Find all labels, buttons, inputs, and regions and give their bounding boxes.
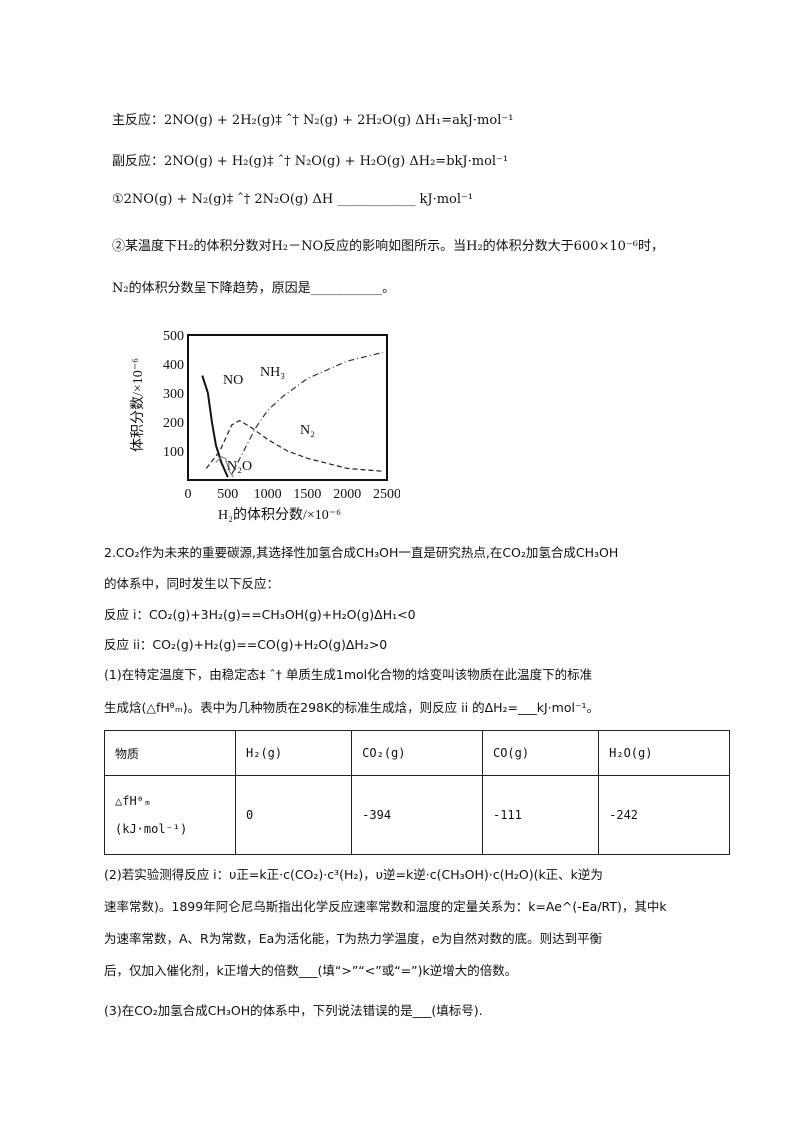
part-1: (1)在特定温度下，由稳定态‡ ˆ† 单质生成1mol化合物的焓变叫该物质在此温…: [104, 667, 593, 682]
reaction-i: 反应 i：CO₂(g)+3H₂(g)==CH₃OH(g)+H₂O(g)ΔH₁<0: [104, 607, 416, 622]
series-label: NH₃: [260, 365, 285, 380]
question-2-cont: N₂的体积分数呈下降趋势，原因是___________。: [112, 281, 396, 296]
header-cell: H₂(g): [234, 730, 353, 776]
table-header-row: 物质 H₂(g) CO₂(g) CO(g) H₂O(g): [104, 730, 730, 776]
value-cell: -394: [351, 775, 483, 855]
y-tick-label: 300: [163, 387, 184, 402]
y-tick-label: 400: [163, 358, 184, 373]
value-cell: -242: [598, 775, 730, 855]
problem-2-intro-cont: 的体系中，同时发生以下反应：: [104, 576, 280, 591]
part-2-cont-2: 为速率常数，A、R为常数，Ea为活化能，T为热力学温度，e为自然对数的底。则达到…: [104, 931, 603, 946]
x-tick-label: 1000: [254, 487, 282, 502]
part-3: (3)在CO₂加氢合成CH₃OH的体系中，下列说法错误的是___(填标号).: [104, 1003, 483, 1018]
series-line-2: [231, 351, 384, 475]
enthalpy-table: 物质 H₂(g) CO₂(g) CO(g) H₂O(g) △fHᶿₘ (kJ·mo…: [104, 730, 730, 855]
y-tick-label: 100: [163, 445, 184, 460]
side-reaction: 副反应：2NO(g) + H₂(g)‡ ˆ† N₂O(g) + H₂O(g) Δ…: [112, 154, 509, 169]
table-row: △fHᶿₘ (kJ·mol⁻¹) 0 -394 -111 -242: [104, 775, 730, 855]
row-label: △fHᶿₘ (kJ·mol⁻¹): [104, 775, 236, 855]
question-2: ②某温度下H₂的体积分数对H₂－NO反应的影响如图所示。当H₂的体积分数大于60…: [112, 239, 664, 254]
reaction-ii: 反应 ii：CO₂(g)+H₂(g)==CO(g)+H₂O(g)ΔH₂>0: [104, 637, 388, 652]
series-label: N₂O: [227, 459, 252, 474]
header-cell: CO₂(g): [351, 730, 483, 776]
x-tick-label: 500: [217, 487, 238, 502]
series-line-1: [205, 419, 384, 472]
part-2-cont-1: 速率常数)。1899年阿仑尼乌斯指出化学反应速率常数和温度的定量关系为：k=Ae…: [104, 899, 667, 914]
series-label: NO: [223, 373, 243, 388]
question-1: ①2NO(g) + N₂(g)‡ ˆ† 2N₂O(g) ΔH _________…: [112, 192, 474, 207]
main-reaction: 主反应：2NO(g) + 2H₂(g)‡ ˆ† N₂(g) + 2H₂O(g) …: [112, 113, 514, 128]
part-2: (2)若实验测得反应 i：υ正=k正·c(CO₂)·c³(H₂)，υ逆=k逆·c…: [104, 867, 603, 882]
problem-2-intro: 2.CO₂作为未来的重要碳源,其选择性加氢合成CH₃OH一直是研究热点,在CO₂…: [104, 545, 619, 560]
volume-fraction-chart: 0 500 1000 1500 2000 2500 100 200 300 400 500 NO N₂ N…: [130, 329, 400, 523]
series-line-3: [215, 456, 234, 478]
x-tick-label: 2000: [333, 487, 361, 502]
x-tick-label: 0: [185, 487, 192, 502]
y-tick-label: 200: [163, 416, 184, 431]
series-line-0: [201, 375, 229, 478]
x-tick-label: 1500: [293, 487, 321, 502]
header-cell: 物质: [104, 730, 236, 776]
part-2-cont-3: 后，仅加入催化剂，k正增大的倍数___(填“>”“<”或“=”)k逆增大的倍数。: [104, 963, 518, 978]
part-1-cont: 生成焓(△fHᶿₘ)。表中为几种物质在298K的标准生成焓，则反应 ii 的ΔH…: [104, 700, 600, 715]
header-cell: CO(g): [481, 730, 600, 776]
header-cell: H₂O(g): [598, 730, 730, 776]
value-cell: 0: [234, 775, 353, 855]
plot-frame: [187, 334, 388, 481]
value-cell: -111: [481, 775, 600, 855]
y-axis-label: 体积分数/×10⁻⁶: [130, 358, 146, 452]
x-axis-label: H₂的体积分数/×10⁻⁶: [218, 507, 341, 523]
x-tick-label: 2500: [373, 487, 400, 502]
series-label: N₂: [300, 423, 315, 438]
y-tick-label: 500: [163, 329, 184, 344]
